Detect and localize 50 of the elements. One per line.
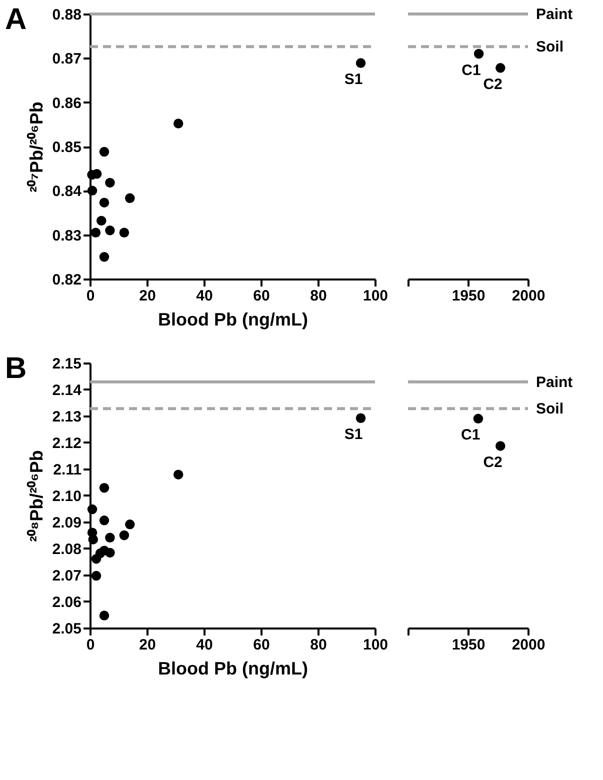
x-tick-label: 60	[253, 288, 270, 304]
y-tick-label: 0.82	[52, 272, 82, 288]
ref-line-label: Paint	[536, 6, 573, 23]
x-tick-label: 20	[139, 288, 156, 304]
x-tick-label: 40	[196, 636, 213, 654]
y-tick-label: 2.05	[52, 620, 82, 638]
annotation: C2	[483, 76, 502, 93]
x-tick-label: 80	[310, 636, 327, 654]
annotation: C2	[483, 454, 502, 471]
annotation: C1	[462, 62, 481, 79]
y-tick-label: 0.83	[52, 227, 82, 244]
y-tick-label: 2.09	[52, 514, 82, 532]
y-tick-label: 0.87	[52, 50, 82, 68]
y-tick-label: 2.11	[53, 462, 82, 478]
y-axis-title: ²⁰⁸Pb/²⁰⁶Pb	[26, 450, 46, 542]
ref-line-label: Soil	[536, 400, 564, 418]
x-tick-label: 2000	[512, 636, 546, 654]
x-tick-label: 1950	[452, 288, 486, 304]
x-tick-label: 100	[362, 288, 388, 304]
y-tick-label: 2.10	[52, 488, 82, 505]
chart-title: A	[5, 3, 27, 36]
ref-line-label: Paint	[536, 374, 573, 391]
y-tick-label: 0.85	[52, 139, 82, 156]
x-tick-label: 1950	[452, 636, 486, 654]
y-tick-label: 2.08	[52, 541, 82, 558]
y-tick-label: 2.14	[52, 382, 82, 399]
x-tick-label: 0	[86, 288, 95, 304]
annotation: S1	[344, 71, 363, 88]
y-tick-label: 2.12	[52, 435, 82, 452]
x-tick-label: 80	[310, 288, 327, 304]
y-tick-label: 0.86	[52, 94, 82, 112]
x-tick-label: 2000	[512, 288, 546, 304]
y-tick-label: 0.84	[52, 183, 82, 200]
x-axis-title: Blood Pb (ng/mL)	[158, 310, 308, 330]
y-tick-label: 2.13	[52, 408, 82, 426]
annotation: S1	[344, 426, 363, 444]
ref-line-label: Soil	[536, 38, 564, 56]
y-tick-label: 2.06	[52, 594, 82, 611]
chart-title: B	[5, 352, 27, 385]
x-tick-label: 0	[86, 636, 95, 654]
x-tick-label: 20	[139, 636, 156, 654]
y-tick-label: 2.07	[52, 568, 82, 584]
x-tick-label: 40	[196, 288, 213, 304]
y-tick-label: 2.15	[52, 356, 82, 372]
x-axis-title: Blood Pb (ng/mL)	[158, 658, 308, 678]
y-tick-label: 0.88	[52, 6, 82, 24]
annotation: C1	[461, 426, 480, 444]
x-tick-label: 100	[362, 636, 388, 654]
x-tick-label: 60	[253, 636, 270, 654]
y-axis-title: ²⁰⁷Pb/²⁰⁶Pb	[26, 102, 46, 192]
